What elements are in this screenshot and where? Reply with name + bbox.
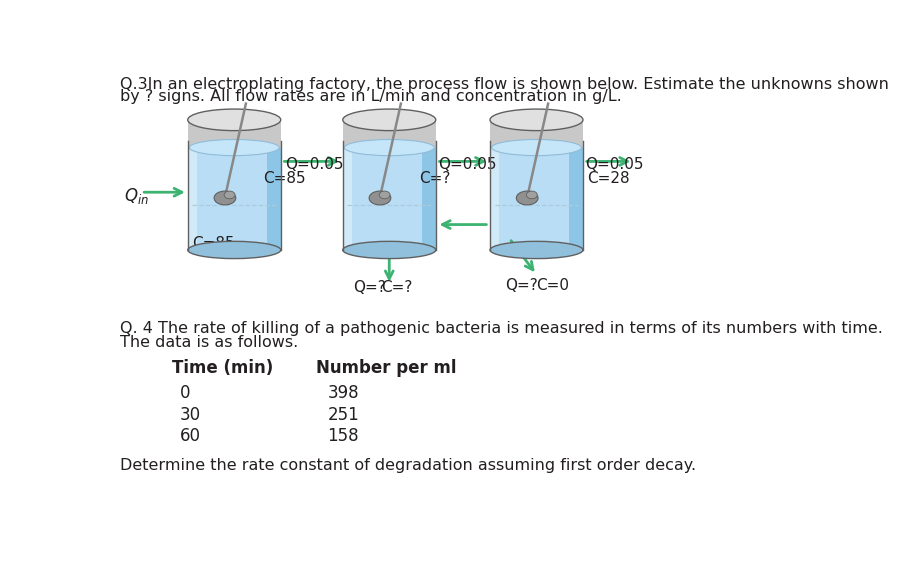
Polygon shape <box>188 141 281 250</box>
Ellipse shape <box>490 109 583 131</box>
Ellipse shape <box>517 191 538 205</box>
Ellipse shape <box>344 139 435 156</box>
Polygon shape <box>490 120 583 148</box>
Text: Q.3In an electroplating factory, the process flow is shown below. Estimate the u: Q.3In an electroplating factory, the pro… <box>121 76 889 92</box>
Text: C=28: C=28 <box>587 171 629 186</box>
Polygon shape <box>490 141 499 250</box>
Text: Q. 4 The rate of killing of a pathogenic bacteria is measured in terms of its nu: Q. 4 The rate of killing of a pathogenic… <box>121 321 883 336</box>
Polygon shape <box>422 141 436 250</box>
Text: Q=0.05: Q=0.05 <box>438 157 497 172</box>
Text: by ? signs. All flow rates are in L/min and concentration in g/L.: by ? signs. All flow rates are in L/min … <box>121 89 622 104</box>
Text: 60: 60 <box>180 427 201 445</box>
Text: The data is as follows.: The data is as follows. <box>121 335 299 350</box>
Text: Number per ml: Number per ml <box>316 359 456 377</box>
Polygon shape <box>342 141 352 250</box>
Ellipse shape <box>188 241 281 259</box>
Ellipse shape <box>189 139 279 156</box>
Polygon shape <box>188 141 197 250</box>
Text: 0: 0 <box>180 384 191 402</box>
Text: Q=?: Q=? <box>506 279 539 293</box>
Text: Time (min): Time (min) <box>173 359 274 377</box>
Ellipse shape <box>215 191 236 205</box>
Ellipse shape <box>369 191 391 205</box>
Text: Q=0.05: Q=0.05 <box>285 157 343 172</box>
Text: 398: 398 <box>327 384 359 402</box>
Ellipse shape <box>342 109 436 131</box>
Text: Q=0.05: Q=0.05 <box>585 157 644 172</box>
Polygon shape <box>267 141 281 250</box>
Text: C=?: C=? <box>419 171 450 186</box>
Text: C=85: C=85 <box>192 236 235 251</box>
Text: Determine the rate constant of degradation assuming first order decay.: Determine the rate constant of degradati… <box>121 458 697 473</box>
Polygon shape <box>188 120 281 148</box>
Text: C=0: C=0 <box>537 279 570 293</box>
Polygon shape <box>342 120 436 148</box>
Polygon shape <box>569 141 583 250</box>
Text: C=85: C=85 <box>263 171 306 186</box>
Ellipse shape <box>188 109 281 131</box>
Ellipse shape <box>379 191 390 199</box>
Text: 251: 251 <box>327 406 359 423</box>
Text: 30: 30 <box>180 406 201 423</box>
Polygon shape <box>342 141 436 250</box>
Ellipse shape <box>491 139 582 156</box>
Ellipse shape <box>342 241 436 259</box>
Ellipse shape <box>225 191 235 199</box>
Polygon shape <box>490 141 583 250</box>
Text: $Q_{in}$: $Q_{in}$ <box>124 186 149 206</box>
Ellipse shape <box>527 191 537 199</box>
Text: 158: 158 <box>327 427 359 445</box>
Text: Q=?: Q=? <box>352 280 385 295</box>
Ellipse shape <box>490 241 583 259</box>
Text: C=?: C=? <box>382 280 413 295</box>
